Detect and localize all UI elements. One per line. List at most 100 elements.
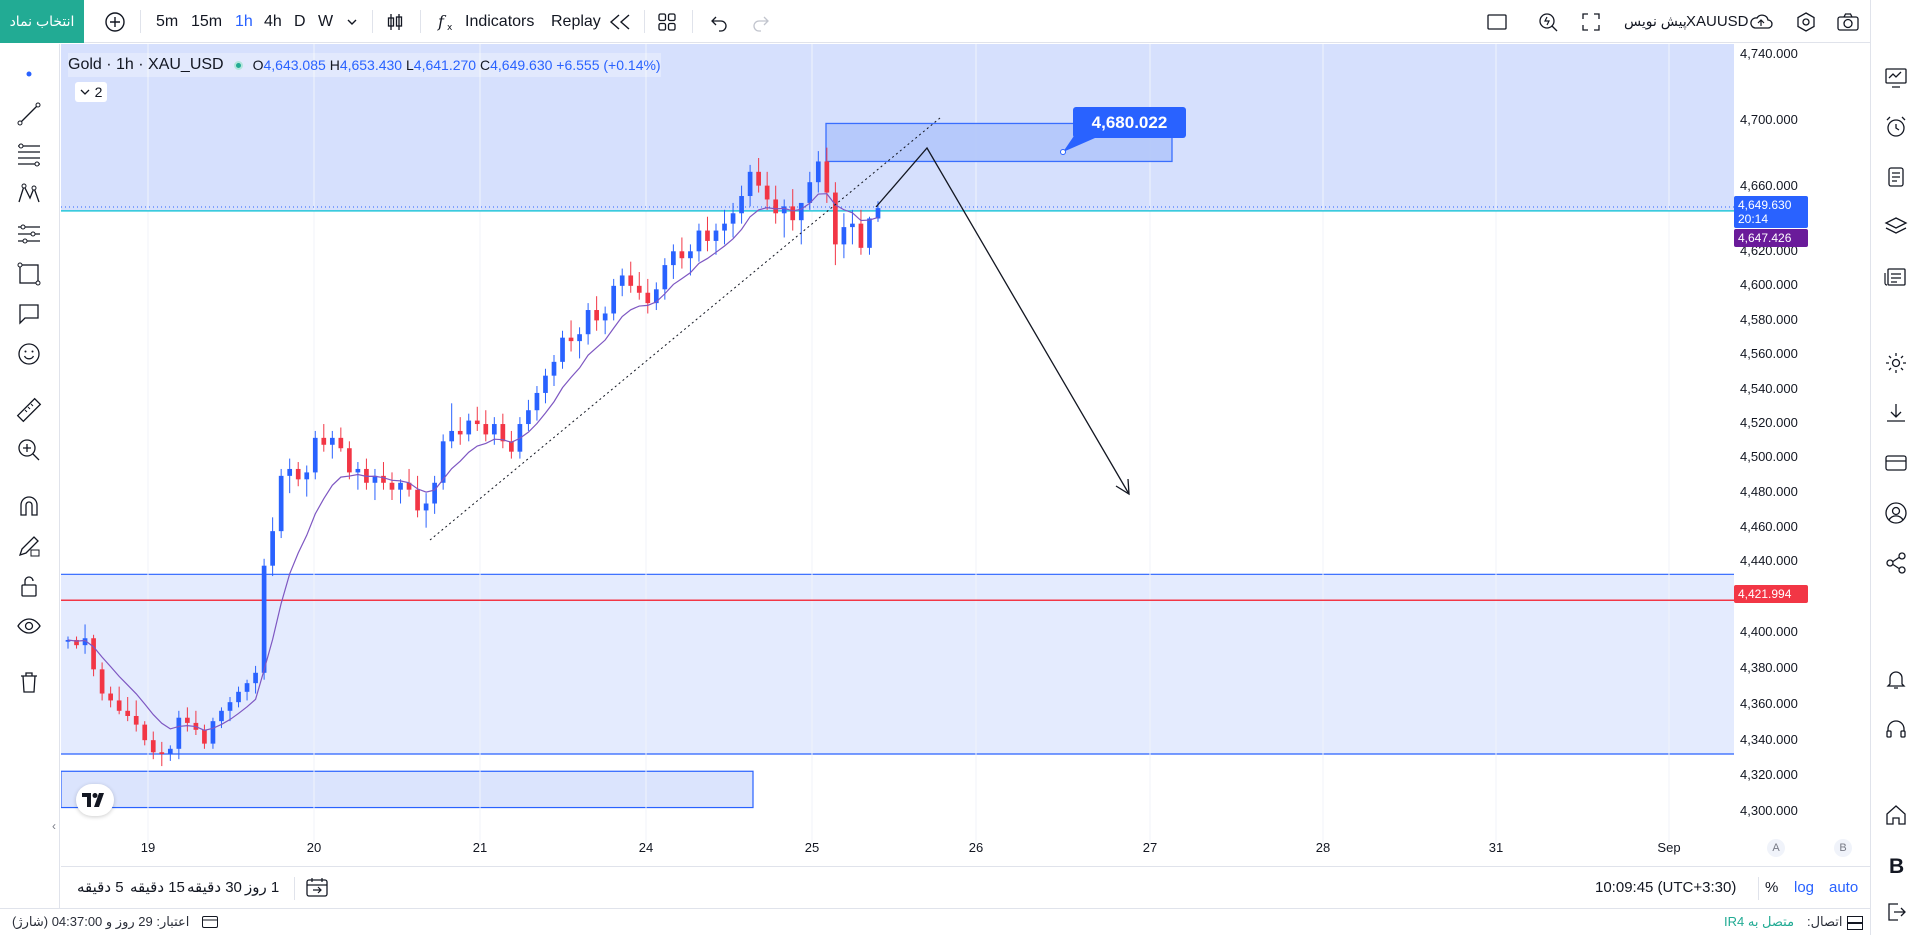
pre-trade-label[interactable]: پیش نویس [1624,13,1687,29]
candle-body [824,161,830,193]
price-tick: 4,480.000 [1740,484,1798,499]
indicators-collapse-button[interactable]: 2 [75,82,107,102]
alarm-clock-icon[interactable] [1881,112,1911,142]
credit-status[interactable]: اعتبار: 29 روز و 04:37:00 (شارژ) [12,914,190,929]
layout-grid-icon[interactable] [654,9,680,35]
collapse-toolbar-icon[interactable]: ‹ [52,819,56,833]
candle-body [696,230,702,252]
replay-button[interactable]: Replay [551,12,601,30]
undo-icon[interactable] [706,9,732,35]
chevron-down-icon[interactable] [339,9,365,35]
pencil-lock-icon[interactable] [13,530,45,562]
timeframe-w[interactable]: W [318,12,334,30]
news-icon[interactable] [1881,262,1911,292]
redo-icon[interactable] [748,9,774,35]
candle-body [551,361,557,376]
chart-area[interactable] [61,44,1870,864]
candle-body [688,251,693,259]
symbol-select-button[interactable]: انتخاب نماد [0,0,84,43]
trash-icon[interactable] [13,666,45,698]
trend-line-icon[interactable] [13,98,45,130]
range-1d[interactable]: 1 روز [245,879,280,896]
cursor-dot-icon[interactable] [13,58,45,90]
gear-icon[interactable] [1881,348,1911,378]
alert-a-badge[interactable]: A [1767,839,1785,857]
bell-icon[interactable] [1881,664,1911,694]
user-icon[interactable] [1881,498,1911,528]
timeframe-d[interactable]: D [294,12,306,30]
percent-toggle[interactable]: % [1765,878,1779,896]
chart-canvas[interactable] [61,44,1870,864]
eye-icon[interactable] [13,610,45,642]
card-icon [202,916,218,931]
market-status-dot [233,60,243,70]
clock[interactable]: 10:09:45 (UTC+3:30) [1595,878,1737,896]
close-value: 4,649.630 [490,57,553,73]
auto-toggle[interactable]: auto [1829,878,1859,896]
svg-text:f: f [437,12,447,31]
fib-retracement-icon[interactable] [13,138,45,170]
rectangle-icon[interactable] [13,258,45,290]
candle-style-icon[interactable] [382,9,408,35]
camera-icon[interactable] [1835,9,1861,35]
right-sidebar: B [1870,0,1919,935]
symbol-name[interactable]: XAUUSD [1686,13,1749,30]
price-tick: 4,320.000 [1740,767,1798,782]
quick-search-icon[interactable] [1535,9,1561,35]
notes-icon[interactable] [1881,162,1911,192]
wallet-icon[interactable] [1881,448,1911,478]
candle-body [440,441,446,483]
indicators-button[interactable]: Indicators [465,12,535,30]
price-tick: 4,340.000 [1740,732,1798,747]
callout-icon[interactable] [13,298,45,330]
magnet-icon[interactable] [13,490,45,522]
target-price-label[interactable]: 4,680.022 [1073,107,1186,138]
candle-body [662,265,668,290]
watchlist-icon[interactable] [1881,62,1911,92]
add-symbol-icon[interactable] [102,9,128,35]
download-icon[interactable] [1881,398,1911,428]
share-icon[interactable] [1881,548,1911,578]
forecast-icon[interactable] [13,218,45,250]
range-30m[interactable]: 30 دقیقه [187,879,242,896]
cloud-icon[interactable] [1748,9,1774,35]
candle-body [628,275,634,286]
fullscreen-icon[interactable] [1578,9,1604,35]
replay-icon[interactable] [607,9,633,35]
moving-average-line [67,193,879,731]
date-range-icon[interactable] [305,867,329,907]
connection-value: متصل به IR4 [1724,914,1795,929]
candle-body [713,230,719,241]
broker-b-icon[interactable]: B [1881,850,1911,880]
open-value: 4,643.085 [263,57,326,73]
range-5m[interactable]: 5 دقیقه [77,879,124,896]
candle-body [756,171,761,186]
price-tick: 4,700.000 [1740,112,1798,127]
timeframe-5m[interactable]: 5m [156,12,179,30]
zoom-in-icon[interactable] [13,434,45,466]
settings-icon[interactable] [1793,9,1819,35]
home-icon[interactable] [1881,800,1911,830]
log-toggle[interactable]: log [1794,878,1815,896]
headset-icon[interactable] [1881,714,1911,744]
pattern-icon[interactable] [13,178,45,210]
timeframe-4h[interactable]: 4h [264,12,282,30]
candle-body [850,223,855,228]
candle-body [159,752,165,754]
square-icon[interactable] [1484,9,1510,35]
alert-b-badge[interactable]: B [1834,839,1852,857]
layers-icon[interactable] [1881,212,1911,242]
emoji-icon[interactable] [13,338,45,370]
candle-body [474,420,480,425]
target-anchor-dot [1060,149,1066,155]
lock-icon[interactable] [13,570,45,602]
time-tick: 26 [968,840,984,855]
ruler-icon[interactable] [13,394,45,426]
range-15m[interactable]: 15 دقیقه [130,879,185,896]
logout-icon[interactable] [1881,897,1911,927]
timeframe-1h[interactable]: 1h [235,12,253,30]
timeframe-15m[interactable]: 15m [191,12,223,30]
candle-body [807,182,813,203]
close-label: C [479,57,491,73]
